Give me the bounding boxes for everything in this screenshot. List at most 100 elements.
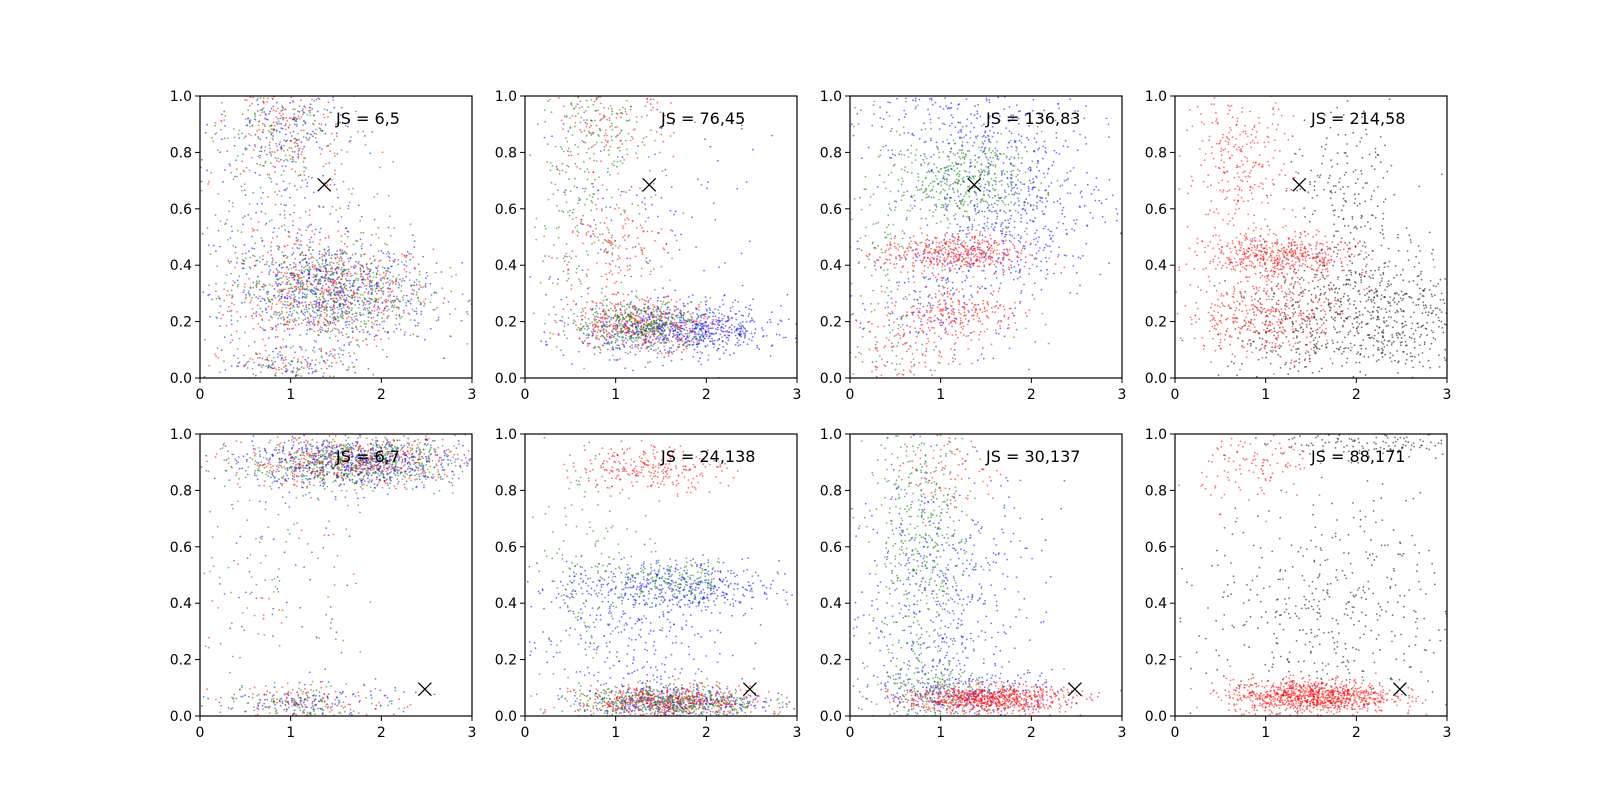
data-point (280, 359, 283, 361)
data-point (648, 307, 651, 310)
data-point (257, 136, 260, 138)
data-point (663, 321, 666, 324)
data-point (674, 210, 677, 213)
data-point (631, 203, 634, 206)
data-point (407, 299, 409, 302)
data-point (314, 291, 317, 294)
data-point (575, 105, 577, 108)
data-point (645, 329, 647, 332)
data-point (251, 315, 253, 317)
data-point (614, 239, 617, 242)
data-point (660, 313, 663, 315)
data-point (589, 224, 591, 227)
data-point (308, 307, 310, 310)
data-point (558, 172, 561, 175)
data-point (391, 300, 394, 302)
data-point (434, 308, 436, 311)
data-point (466, 343, 469, 345)
data-point (345, 310, 348, 313)
data-point (569, 150, 572, 153)
data-point (290, 314, 293, 317)
data-point (276, 193, 279, 196)
data-point (590, 146, 593, 149)
data-point (365, 288, 368, 290)
data-point (627, 293, 629, 296)
y-tick-label: 0.6 (495, 202, 517, 218)
data-point (329, 264, 332, 266)
data-point (313, 324, 316, 327)
data-point (543, 225, 546, 227)
data-point (365, 284, 368, 287)
data-point (616, 358, 619, 361)
data-point (643, 333, 646, 335)
data-point (1074, 184, 1077, 186)
data-point (315, 98, 318, 101)
data-point (341, 353, 344, 356)
data-point (268, 319, 271, 321)
data-point (273, 227, 276, 230)
data-point (605, 312, 608, 315)
data-point (637, 337, 640, 340)
data-point (307, 356, 310, 359)
data-point (288, 319, 291, 321)
data-point (698, 340, 701, 342)
data-point (248, 290, 250, 292)
data-point (639, 224, 642, 227)
data-point (708, 335, 711, 338)
data-point (592, 131, 595, 134)
data-point (315, 269, 318, 272)
data-point (245, 315, 247, 318)
data-point (713, 343, 716, 345)
data-point (388, 256, 391, 259)
data-point (660, 265, 663, 268)
data-point (344, 227, 347, 230)
data-point (282, 266, 285, 269)
data-point (325, 270, 328, 273)
data-point (697, 360, 700, 363)
data-point (289, 263, 292, 266)
data-point (669, 135, 672, 137)
data-point (335, 271, 338, 273)
data-point (279, 277, 281, 280)
data-point (629, 268, 631, 270)
data-point (615, 303, 617, 306)
data-point (286, 294, 289, 297)
data-point (275, 159, 278, 162)
data-point (232, 205, 234, 208)
data-point (272, 363, 274, 366)
data-point (348, 320, 351, 323)
data-point (325, 252, 328, 255)
data-point (318, 231, 321, 234)
data-point (610, 196, 613, 199)
data-point (374, 297, 377, 300)
data-point (315, 359, 317, 361)
data-point (558, 169, 561, 172)
data-point (660, 317, 663, 320)
data-point (337, 299, 339, 302)
data-point (635, 290, 638, 292)
data-point (666, 313, 668, 315)
data-point (611, 346, 614, 348)
data-point (715, 318, 717, 321)
data-point (601, 233, 604, 235)
data-point (628, 306, 631, 309)
data-point (263, 164, 265, 167)
data-point (635, 331, 638, 334)
data-point (529, 154, 532, 157)
data-point (612, 348, 615, 350)
data-point (640, 331, 643, 333)
data-point (290, 271, 293, 274)
data-point (302, 113, 304, 116)
data-point (603, 342, 606, 345)
data-point (271, 298, 273, 301)
data-point (663, 341, 666, 344)
data-point (325, 283, 327, 286)
data-point (663, 248, 666, 251)
data-point (333, 152, 336, 155)
data-point (269, 366, 272, 368)
data-point (603, 134, 606, 137)
data-point (341, 302, 344, 305)
data-point (322, 277, 324, 279)
data-point (368, 275, 371, 278)
data-point (621, 325, 624, 328)
